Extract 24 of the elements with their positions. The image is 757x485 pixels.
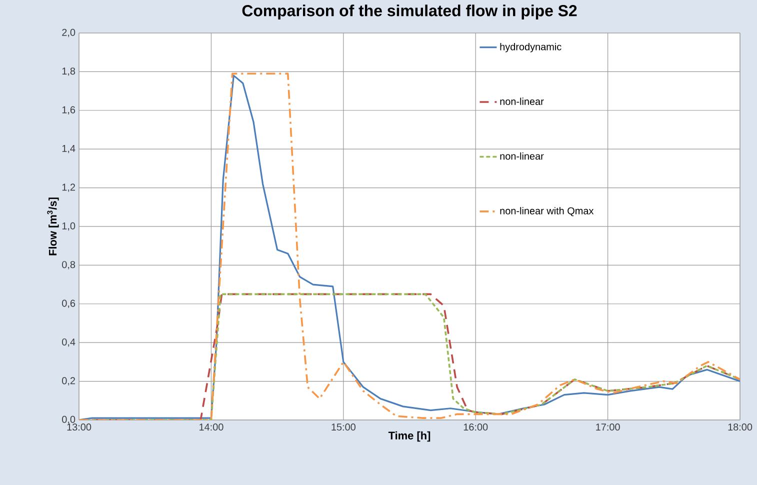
y-tick-label: 0,6 <box>62 300 76 308</box>
chart-title: Comparison of the simulated flow in pipe S2 <box>242 4 577 20</box>
x-axis-title: Time [h] <box>388 431 430 442</box>
legend-label: hydrodynamic <box>500 42 562 52</box>
x-tick-label: 13:00 <box>67 424 92 431</box>
y-tick-label: 0,2 <box>62 377 75 386</box>
y-axis-title: Flow [m$^{3}$/s] <box>47 198 59 256</box>
y-tick-label: 1,0 <box>62 222 76 231</box>
y-tick-label: 1,6 <box>62 106 76 115</box>
legend-label: non-linear <box>500 98 544 105</box>
x-tick-label: 18:00 <box>728 424 752 431</box>
x-tick-label: 17:00 <box>596 424 620 431</box>
y-tick-label: 0,0 <box>62 416 76 424</box>
y-tick-label: 1,2 <box>62 184 75 192</box>
y-tick-label: 1,8 <box>62 68 76 76</box>
legend-label: non-linear <box>500 152 544 160</box>
y-tick-label: 1,4 <box>62 145 76 154</box>
legend-label: non-linear with Qmax <box>500 207 594 216</box>
x-tick-label: 14:00 <box>200 424 224 431</box>
x-tick-label: 16:00 <box>464 424 488 431</box>
y-tick-label: 0,8 <box>62 261 76 270</box>
y-tick-label: 2,0 <box>62 28 76 38</box>
x-tick-label: 15:00 <box>332 424 356 431</box>
y-tick-label: 0,4 <box>62 338 76 347</box>
